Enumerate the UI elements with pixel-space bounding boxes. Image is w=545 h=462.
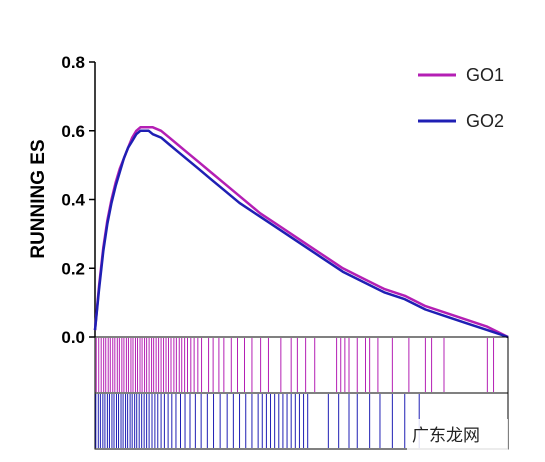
y-tick-label: 0.0	[61, 328, 85, 347]
series-lines	[93, 126, 509, 339]
legend-label-go2: GO2	[466, 111, 504, 131]
watermark-text: 广东龙网	[412, 426, 480, 446]
y-axis-label: RUNNING ES	[28, 139, 49, 258]
y-tick-label: 0.4	[61, 191, 85, 210]
legend: GO1 GO2	[418, 65, 504, 131]
series-line-go2	[93, 129, 509, 339]
y-tick-label: 0.8	[61, 53, 85, 72]
series-line-go1	[93, 126, 509, 339]
y-tick-label: 0.6	[61, 122, 85, 141]
watermark-box	[407, 419, 508, 451]
y-axis-ticks: 0.0 0.2 0.4 0.6 0.8	[61, 53, 95, 347]
hit-strip-frame-go1	[94, 336, 509, 394]
hit-strips	[95, 338, 495, 448]
legend-label-go1: GO1	[466, 65, 504, 85]
y-tick-label: 0.2	[61, 259, 85, 278]
